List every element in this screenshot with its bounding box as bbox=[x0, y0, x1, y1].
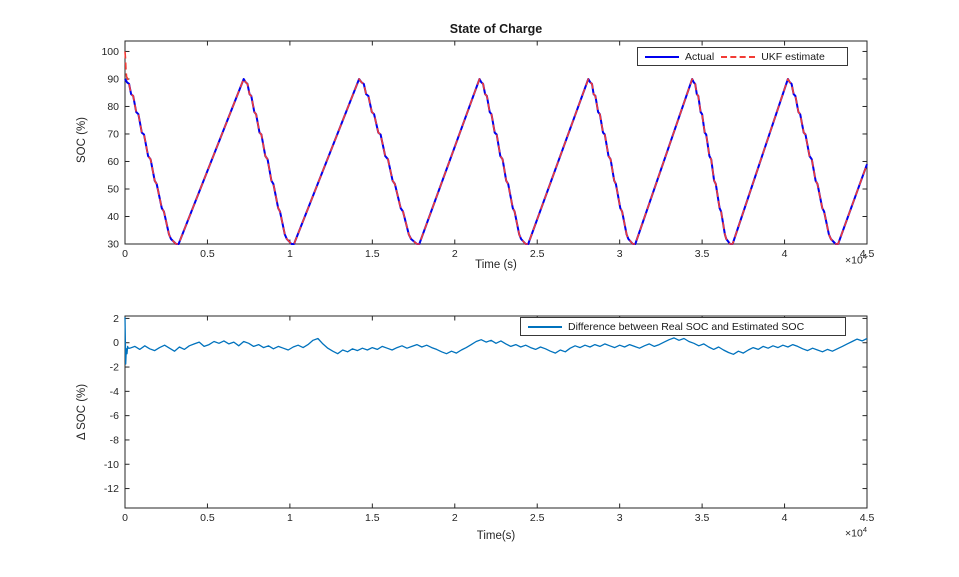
y-tick-label: 50 bbox=[107, 183, 119, 195]
x-tick-label: 0.5 bbox=[200, 248, 215, 260]
ukf-estimate-line bbox=[124, 51, 868, 245]
x-tick-label: 4 bbox=[782, 512, 788, 524]
x-tick-label: 1.5 bbox=[365, 512, 380, 524]
delta-soc-y-axis-label: Δ SOC (%) bbox=[76, 383, 88, 441]
x-tick-label: 2 bbox=[452, 512, 458, 524]
multiplier-text: ×10 bbox=[845, 527, 863, 540]
y-tick-label: -6 bbox=[110, 410, 119, 422]
soc-legend: Actual UKF estimate bbox=[637, 47, 848, 66]
actual-line bbox=[124, 78, 868, 245]
x-tick-label: 0 bbox=[122, 248, 128, 260]
x-tick-label: 3 bbox=[617, 512, 623, 524]
y-tick-label: 100 bbox=[101, 46, 119, 58]
x-tick-label: 4.5 bbox=[860, 512, 875, 524]
y-tick-label: 60 bbox=[107, 156, 119, 168]
x-tick-label: 3 bbox=[617, 248, 623, 260]
legend-label-ukf-estimate: UKF estimate bbox=[761, 50, 825, 63]
axis-box bbox=[124, 40, 868, 245]
y-tick-label: 2 bbox=[113, 313, 119, 325]
legend-entry-difference: Difference between Real SOC and Estimate… bbox=[528, 321, 804, 333]
x-tick-label: 2.5 bbox=[530, 512, 545, 524]
legend-label-difference: Difference between Real SOC and Estimate… bbox=[568, 320, 805, 333]
y-tick-label: -8 bbox=[110, 434, 119, 446]
x-tick-label: 0.5 bbox=[200, 512, 215, 524]
difference-legend: Difference between Real SOC and Estimate… bbox=[520, 317, 846, 336]
x-tick-label: 1 bbox=[287, 248, 293, 260]
delta-soc-x-axis-label: Time(s) bbox=[476, 530, 516, 542]
exponent-text: 4 bbox=[862, 525, 867, 534]
legend-label-actual: Actual bbox=[685, 50, 715, 63]
actual-line-sample bbox=[645, 55, 679, 58]
y-tick-label: 40 bbox=[107, 211, 119, 223]
plot-title: State of Charge bbox=[449, 22, 543, 36]
y-tick-label: -10 bbox=[104, 459, 119, 471]
y-tick-label: -2 bbox=[110, 362, 119, 374]
difference-line-sample bbox=[528, 325, 562, 328]
x-tick-label: 1 bbox=[287, 512, 293, 524]
x-tick-label: 2 bbox=[452, 248, 458, 260]
exponent-text: 4 bbox=[862, 252, 867, 261]
axis-box bbox=[124, 315, 868, 509]
y-tick-label: 80 bbox=[107, 101, 119, 113]
x-tick-label: 3.5 bbox=[695, 512, 710, 524]
x-tick-label: 3.5 bbox=[695, 248, 710, 260]
x-tick-label: 0 bbox=[122, 512, 128, 524]
legend-entry-ukf-estimate: UKF estimate bbox=[721, 51, 825, 63]
soc-x-axis-label: Time (s) bbox=[475, 259, 517, 271]
soc-x-exponent-label: ×104 bbox=[845, 252, 867, 267]
y-tick-label: 0 bbox=[113, 337, 119, 349]
y-tick-label: 30 bbox=[107, 239, 119, 251]
legend-entry-actual: Actual bbox=[645, 51, 714, 63]
y-tick-label: -4 bbox=[110, 386, 119, 398]
multiplier-text: ×10 bbox=[845, 254, 863, 267]
ukf-estimate-line-sample bbox=[721, 55, 756, 58]
difference-between-real-soc-and-estimated-soc-line bbox=[124, 317, 868, 365]
y-tick-label: 90 bbox=[107, 73, 119, 85]
x-tick-label: 4 bbox=[782, 248, 788, 260]
y-tick-label: 70 bbox=[107, 128, 119, 140]
y-tick-label: -12 bbox=[104, 483, 119, 495]
x-tick-label: 4.5 bbox=[860, 248, 875, 260]
delta-soc-x-exponent-label: ×104 bbox=[845, 525, 867, 540]
x-tick-label: 2.5 bbox=[530, 248, 545, 260]
soc-y-axis-label: SOC (%) bbox=[76, 117, 88, 163]
x-tick-label: 1.5 bbox=[365, 248, 380, 260]
